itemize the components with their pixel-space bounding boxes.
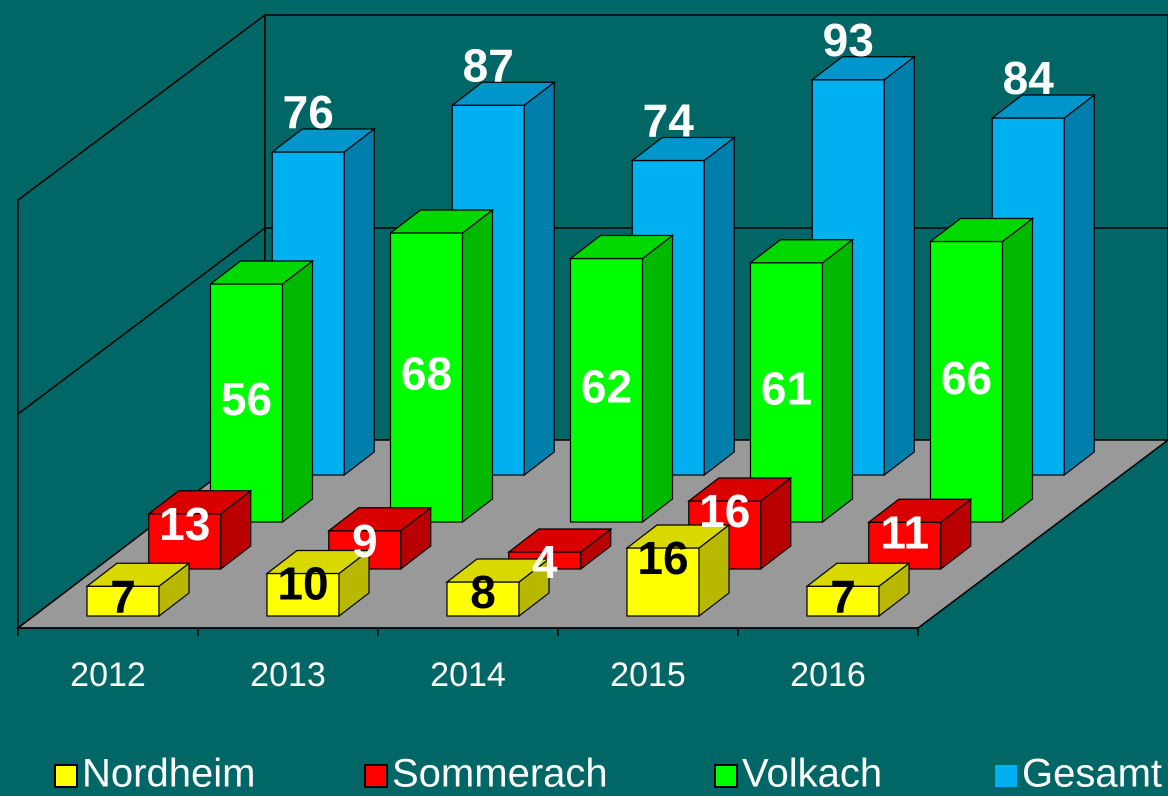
x-axis: 2012 2013 2014 2015 2016 <box>17 627 919 694</box>
bar-top <box>866 498 973 523</box>
bar-front <box>86 585 160 617</box>
x-tick-label: 2013 <box>250 656 326 694</box>
bar <box>568 234 675 524</box>
bar-side <box>1063 93 1095 477</box>
value-label: 16 <box>699 485 750 537</box>
x-tick-label: 2015 <box>610 656 686 694</box>
bar <box>208 259 315 524</box>
value-label: 68 <box>401 348 452 400</box>
bar-side <box>641 234 674 524</box>
bar-side <box>821 238 854 524</box>
bar-top <box>625 524 731 549</box>
value-label: 11 <box>880 506 929 558</box>
bar-side <box>343 127 375 477</box>
bar-top <box>568 234 675 260</box>
legend-label: Volkach <box>742 752 882 796</box>
bar-top <box>748 239 855 264</box>
bar-top <box>990 94 1097 119</box>
bar-top <box>506 528 613 553</box>
value-label: 66 <box>941 352 992 404</box>
bar-front <box>929 240 1004 523</box>
value-label: 87 <box>463 39 514 91</box>
legend-label: Sommerach <box>392 752 608 796</box>
bar-top <box>928 217 1035 243</box>
value-label: 9 <box>352 515 378 567</box>
bar-side <box>1001 217 1034 524</box>
value-label: 13 <box>159 498 210 550</box>
bar <box>928 217 1035 524</box>
bar-side <box>461 208 494 524</box>
value-label: 8 <box>470 566 496 618</box>
value-label: 74 <box>643 95 695 147</box>
value-label: 61 <box>761 363 812 415</box>
legend-swatch <box>54 764 78 788</box>
bar <box>388 208 495 524</box>
legend-label: Nordheim <box>82 752 255 796</box>
value-label: 56 <box>221 373 272 425</box>
bar <box>326 506 433 571</box>
bar-top <box>810 56 917 81</box>
bar-side <box>523 81 555 477</box>
bar <box>265 549 371 618</box>
legend: Nordheim Sommerach Volkach Gesamt <box>54 752 1162 796</box>
value-label: 10 <box>277 558 328 610</box>
bar-front <box>446 581 520 617</box>
bar <box>445 557 551 618</box>
bar-top <box>445 558 551 583</box>
x-tick-label: 2014 <box>430 656 506 694</box>
bar <box>625 523 731 618</box>
legend-swatch <box>995 765 1017 787</box>
legend-swatch <box>714 764 738 788</box>
bar-top <box>265 549 371 575</box>
value-label: 7 <box>830 570 856 622</box>
bar-front <box>569 257 644 523</box>
value-label: 4 <box>532 536 558 588</box>
bar-top <box>270 128 377 153</box>
bar-top <box>686 477 793 502</box>
value-label: 84 <box>1003 52 1055 104</box>
bar-top <box>388 209 495 234</box>
bar-side <box>883 55 915 477</box>
value-label: 7 <box>110 570 136 622</box>
bar-side <box>703 136 735 477</box>
wall-grid-line <box>17 227 266 415</box>
bar-top <box>146 490 253 515</box>
bar-side <box>281 259 314 524</box>
x-tick-label: 2012 <box>70 656 146 694</box>
value-label: 93 <box>823 14 874 66</box>
bar-top <box>805 562 911 587</box>
bar <box>805 562 911 618</box>
bar-top <box>208 260 315 285</box>
x-tick-label: 2016 <box>790 656 866 694</box>
bar-top <box>85 562 191 587</box>
bar-top <box>326 507 433 532</box>
value-label: 62 <box>581 360 632 412</box>
legend-swatch <box>364 764 388 788</box>
bar-top <box>630 136 737 162</box>
value-label: 16 <box>637 532 688 584</box>
bars: 76 87 74 93 84 56 68 62 61 66 13 9 4 16 11 7 10 8 16 7 <box>85 14 1097 622</box>
bar <box>146 489 253 571</box>
bar <box>85 562 191 618</box>
legend-label: Gesamt <box>1022 752 1162 796</box>
bar <box>450 81 557 477</box>
value-label: 76 <box>283 86 334 138</box>
bar-front <box>209 283 284 523</box>
bar-front <box>806 585 880 617</box>
bar-top <box>450 81 557 106</box>
bar <box>866 498 973 571</box>
